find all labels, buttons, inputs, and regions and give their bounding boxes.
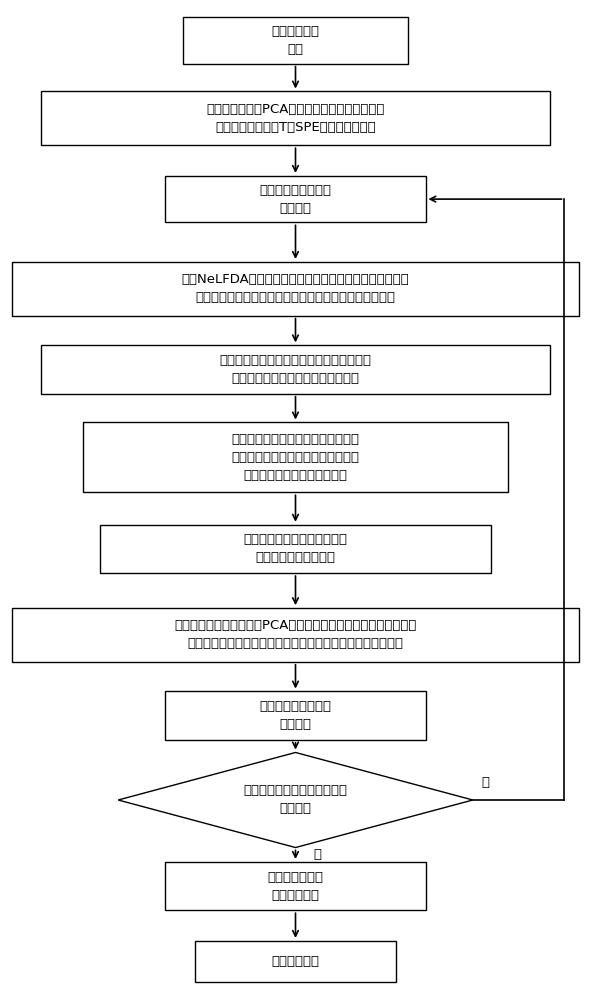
Text: 选取正常数据与一类
故障数据: 选取正常数据与一类 故障数据 xyxy=(259,184,332,215)
Text: 获取过程分析
数据: 获取过程分析 数据 xyxy=(271,25,320,56)
Text: 对正常数据进行PCA分析，获得主元空间与残差
空间，并分别建立T与SPE统计量的控制限: 对正常数据进行PCA分析，获得主元空间与残差 空间，并分别建立T与SPE统计量的… xyxy=(206,103,385,134)
FancyBboxPatch shape xyxy=(195,941,396,982)
Text: 否: 否 xyxy=(482,776,490,789)
FancyBboxPatch shape xyxy=(165,862,426,910)
Text: 在线故障诊断: 在线故障诊断 xyxy=(271,955,320,968)
Polygon shape xyxy=(118,752,473,848)
Text: 输出一类故障数据的
重构模型: 输出一类故障数据的 重构模型 xyxy=(259,700,332,731)
FancyBboxPatch shape xyxy=(183,17,408,64)
Text: 对提取到的方向分别进行PCA分析，压缩故障方向，获得与数据波
动增大相关的故障方向，作为与数据波动增大相关的重构模型: 对提取到的方向分别进行PCA分析，压缩故障方向，获得与数据波 动增大相关的故障方… xyxy=(174,619,417,650)
FancyBboxPatch shape xyxy=(41,345,550,394)
Text: 重构与偏置相关的故障信息，并从原始故障
数据中去除该部分信息得到残差数据: 重构与偏置相关的故障信息，并从原始故障 数据中去除该部分信息得到残差数据 xyxy=(219,354,372,385)
FancyBboxPatch shape xyxy=(12,262,579,316)
Text: 以正常数据的均値与标准差对残差数
据进行标准化，标准化后的数据与正
常数据一起用于相对变化分析: 以正常数据的均値与标准差对残差数 据进行标准化，标准化后的数据与正 常数据一起用… xyxy=(232,433,359,482)
Text: 在主元空间与残差空间分别提
取存在相对变化的方向: 在主元空间与残差空间分别提 取存在相对变化的方向 xyxy=(243,533,348,564)
Text: 所有类别故障的重构模型是否
都已获得: 所有类别故障的重构模型是否 都已获得 xyxy=(243,784,348,816)
FancyBboxPatch shape xyxy=(12,608,579,662)
Text: 是: 是 xyxy=(313,848,322,861)
Text: 采用NeLFDA方法分析与偏置相关的故障信息，获得与偏置
相关的系数矩阵与负载矩阵，作为与偏置相关的重构模型: 采用NeLFDA方法分析与偏置相关的故障信息，获得与偏置 相关的系数矩阵与负载矩… xyxy=(181,273,410,304)
FancyBboxPatch shape xyxy=(165,176,426,222)
Text: 输出所有类别故
障的重构模型: 输出所有类别故 障的重构模型 xyxy=(268,871,323,902)
FancyBboxPatch shape xyxy=(41,91,550,145)
FancyBboxPatch shape xyxy=(83,422,508,492)
FancyBboxPatch shape xyxy=(100,525,491,573)
FancyBboxPatch shape xyxy=(165,691,426,740)
